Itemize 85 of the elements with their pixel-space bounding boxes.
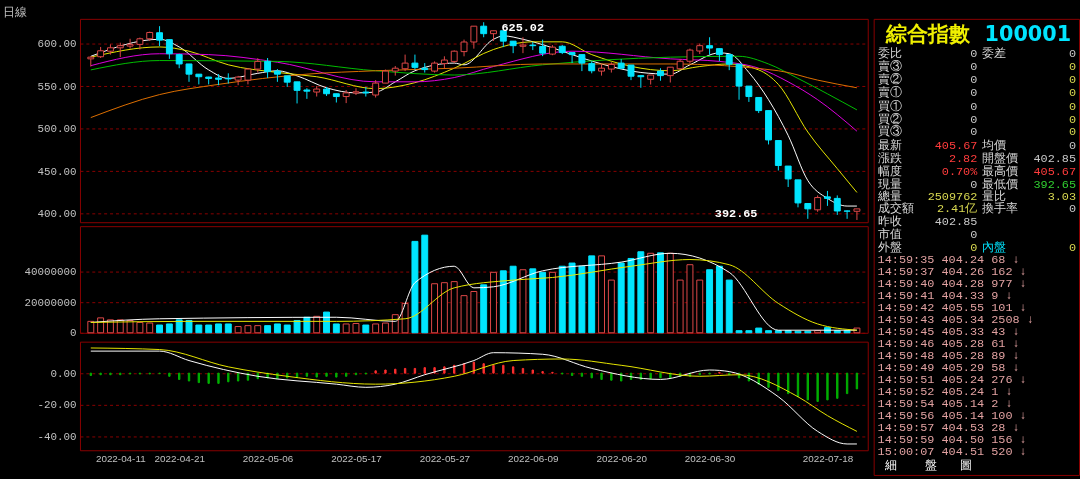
text: 14:59:54 405.14 2 ↓	[877, 397, 1013, 412]
x-tick-label: 2022-06-20	[596, 452, 648, 464]
y-tick-label: 0.00	[50, 367, 77, 380]
y-tick-label: -20.00	[37, 399, 77, 412]
y-tick-label: 450.00	[37, 165, 77, 178]
text: 0	[1068, 73, 1077, 88]
text: 14:59:59 404.50 156 ↓	[877, 433, 1027, 448]
text: 0	[970, 240, 978, 255]
x-tick-label: 2022-04-11	[95, 452, 146, 464]
text: 14:59:35 404.24 68 ↓	[877, 252, 1020, 267]
text: 0	[970, 47, 978, 62]
text: 盤	[924, 459, 937, 474]
text: 0	[1068, 112, 1077, 127]
text: 0	[970, 85, 978, 100]
text: 14:59:46 405.28 61 ↓	[877, 337, 1020, 352]
y-tick-label: 500.00	[37, 123, 77, 136]
y-tick-label: 550.00	[37, 80, 77, 93]
x-tick-label: 2022-06-09	[508, 452, 560, 464]
text: 圖	[960, 459, 973, 474]
text: 405.67	[934, 139, 978, 154]
text: 0	[1068, 125, 1077, 140]
text: 0	[1068, 60, 1077, 75]
text: 0	[1068, 240, 1077, 255]
text: 0	[1068, 99, 1077, 114]
text: 外盤	[877, 240, 902, 255]
text: 0	[970, 177, 978, 192]
x-tick-label: 2022-07-18	[802, 452, 854, 464]
text: 14:59:56 405.14 100 ↓	[877, 409, 1027, 424]
text: 綜合指數	[884, 21, 971, 46]
text: 402.85	[934, 215, 978, 230]
text: 0	[1068, 139, 1077, 154]
text: 最高價	[982, 163, 1019, 179]
text: 14:59:49 405.29 58 ↓	[877, 361, 1020, 376]
text: 0	[970, 112, 978, 127]
text: 14:59:40 404.28 977 ↓	[877, 276, 1027, 291]
y-tick-label: 400.00	[37, 208, 77, 221]
text: 392.65	[1033, 177, 1077, 192]
x-tick-label: 2022-05-27	[419, 452, 471, 464]
annotation: 625.02	[501, 20, 545, 35]
text: 2.82	[948, 152, 978, 166]
y-tick-label: 40000000	[24, 266, 77, 279]
text: 14:59:43 405.34 2508 ↓	[877, 312, 1034, 327]
text: 3.03	[1047, 189, 1077, 204]
text: 14:59:42 405.55 101 ↓	[877, 300, 1027, 315]
text: 買①	[877, 99, 902, 114]
text: 開盤價	[982, 152, 1019, 166]
text: 0.70%	[941, 164, 979, 179]
text: 14:59:41 404.33 9 ↓	[877, 288, 1013, 303]
chart-title: 日線	[3, 4, 28, 19]
text: 405.67	[1033, 164, 1077, 179]
text: 細	[884, 459, 898, 474]
text: 14:59:48 405.28 89 ↓	[877, 349, 1020, 364]
text: 100001	[984, 21, 1072, 46]
text: 委差	[982, 46, 1007, 62]
text: 0	[1068, 47, 1077, 62]
x-tick-label: 2022-06-30	[684, 452, 736, 464]
text: 402.85	[1033, 152, 1077, 166]
x-tick-label: 2022-04-21	[154, 452, 205, 464]
text: 0	[970, 99, 978, 114]
y-tick-label: 600.00	[37, 37, 77, 50]
x-tick-label: 2022-05-06	[242, 452, 294, 464]
text: 賣①	[877, 85, 902, 100]
text: 內盤	[982, 240, 1007, 255]
y-tick-label: 0	[69, 327, 77, 340]
text: 0	[1068, 85, 1077, 100]
text: 14:59:45 405.33 43 ↓	[877, 324, 1020, 339]
text: 2.41亿	[936, 202, 978, 217]
text: 14:59:57 404.53 28 ↓	[877, 421, 1020, 436]
text: 14:59:51 405.24 276 ↓	[877, 373, 1027, 388]
text: 買③	[877, 125, 902, 140]
text: 幅度	[877, 163, 902, 179]
text: 0	[970, 228, 978, 243]
annotation: 392.65	[714, 207, 758, 222]
text: 14:59:37 404.26 162 ↓	[877, 264, 1027, 279]
text: 0	[970, 125, 978, 140]
y-tick-label: -40.00	[37, 430, 77, 443]
text: 漲跌	[877, 152, 902, 166]
text: 0	[970, 73, 978, 88]
y-tick-label: 20000000	[24, 296, 77, 309]
text: 0	[970, 60, 978, 75]
text: 15:00:07 404.51 520 ↓	[877, 445, 1027, 460]
text: 換手率	[982, 201, 1019, 217]
text: 14:59:52 405.24 1 ↓	[877, 385, 1013, 400]
text: 0	[1068, 202, 1077, 217]
x-tick-label: 2022-05-17	[331, 452, 382, 464]
